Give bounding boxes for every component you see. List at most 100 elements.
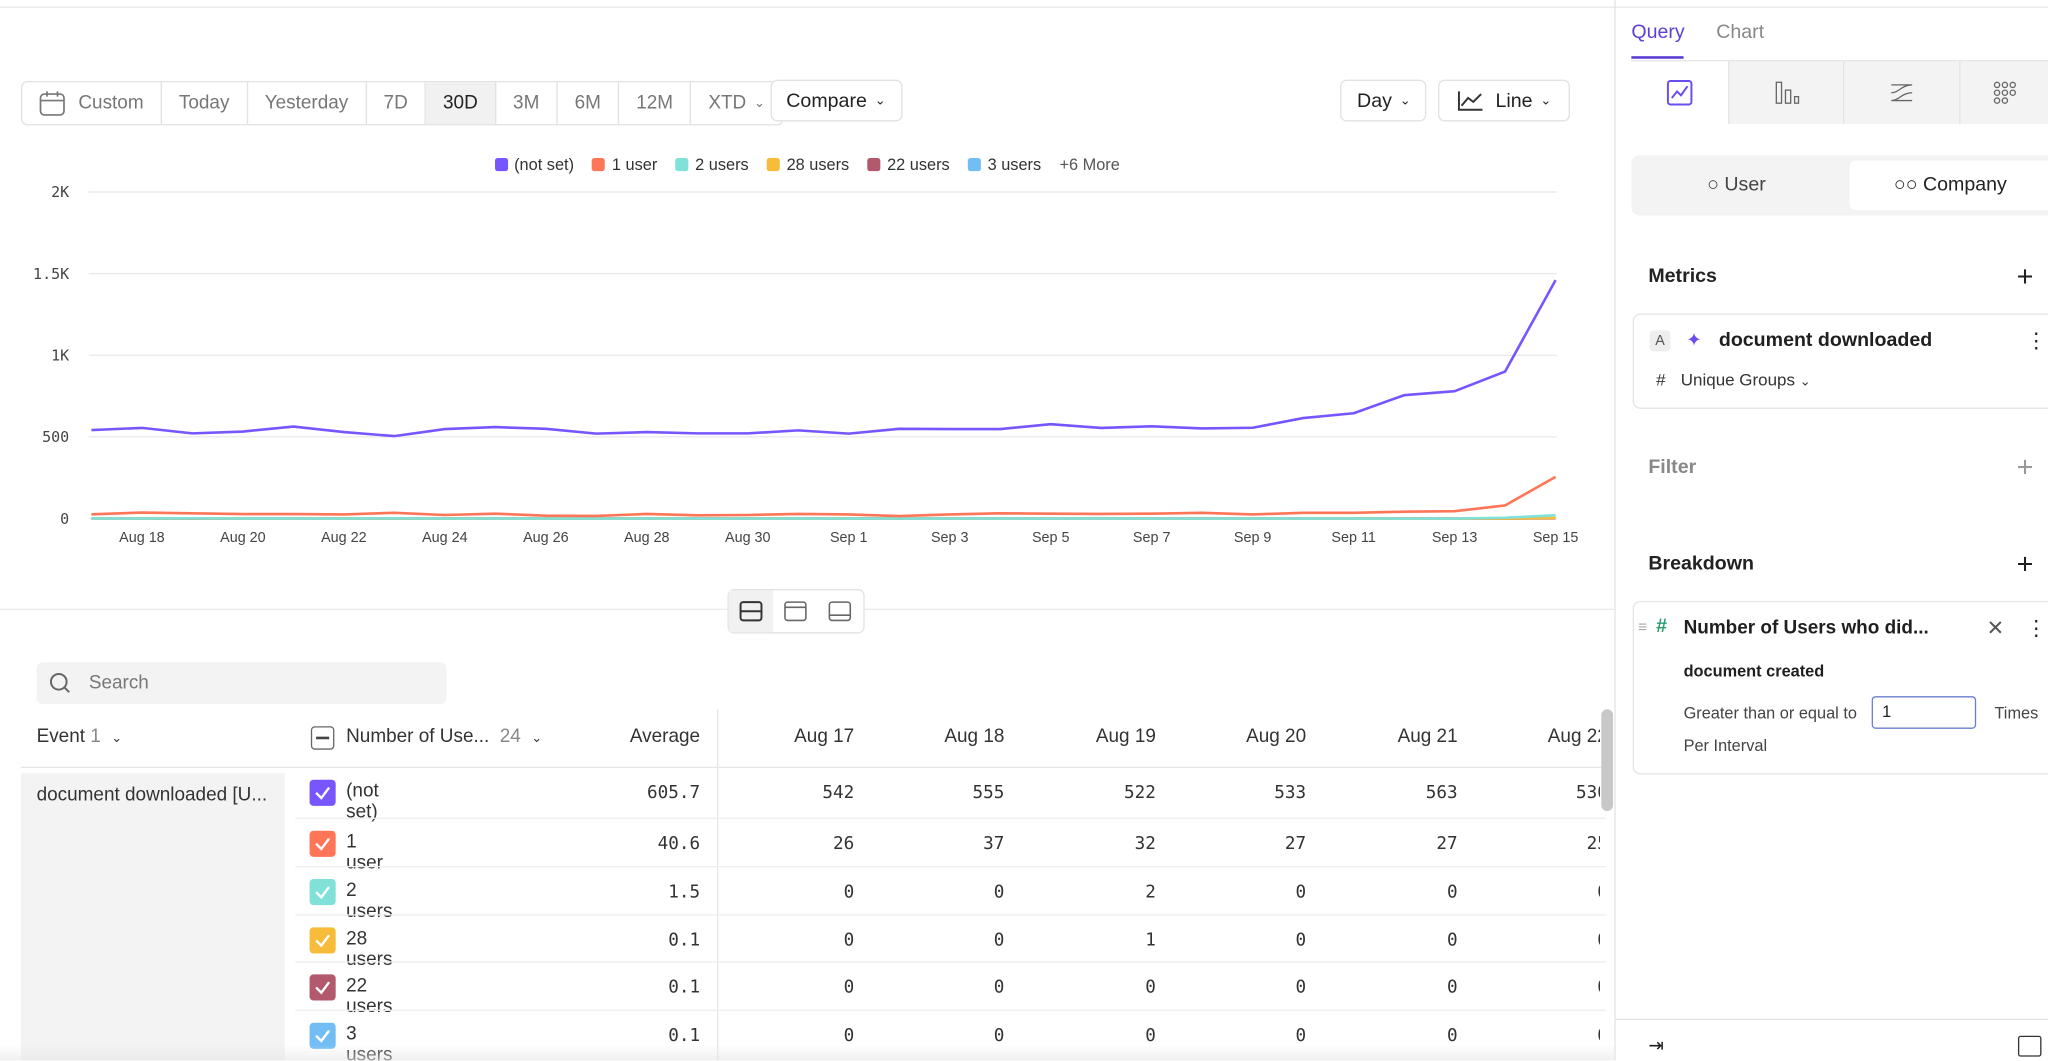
series-line [91, 280, 1555, 436]
panel-button[interactable] [2018, 1036, 2042, 1057]
value-cell: 0 [724, 977, 855, 998]
value-cell: 0 [1477, 977, 1600, 998]
select-all-checkbox[interactable] [311, 726, 335, 750]
event-name: document downloaded [U... [37, 785, 269, 806]
breakdown-menu[interactable]: ⋮ [2026, 615, 2047, 641]
kind-funnels[interactable] [1728, 61, 1843, 124]
value-cell: 0 [1327, 977, 1458, 998]
date-header: Aug 20 [1176, 726, 1307, 747]
metric-icon: ✦ [1686, 329, 1701, 351]
value-cell: 0 [1176, 882, 1307, 903]
row-line [295, 818, 1606, 819]
layout-top[interactable] [773, 590, 817, 632]
average-header: Average [569, 726, 700, 747]
numeric-icon: # [1656, 615, 1667, 637]
average-cell: 0.1 [569, 930, 700, 951]
breakdown-event: document created [1684, 662, 1825, 680]
layout-toggle [728, 589, 865, 633]
series-line [91, 515, 1555, 518]
date-header: Aug 19 [1025, 726, 1156, 747]
x-tick-label: Aug 20 [220, 530, 266, 546]
x-tick-label: Sep 11 [1331, 530, 1375, 546]
breakdown-card[interactable]: ≡ # Number of Users who did... ✕ ⋮ docum… [1633, 601, 2048, 775]
value-cell: 0 [1327, 930, 1458, 951]
value-cell: 32 [1025, 833, 1156, 854]
x-tick-label: Aug 28 [624, 530, 670, 546]
search-box[interactable]: Search [37, 662, 447, 704]
kind-insights[interactable] [1631, 61, 1728, 124]
x-tick-label: Sep 3 [931, 530, 969, 546]
bottom-fade [0, 1045, 1614, 1061]
row-label: 1 user [346, 832, 383, 874]
kind-flows[interactable] [1844, 61, 1959, 124]
kind-more[interactable] [1959, 61, 2048, 124]
breakdown-name: Number of Users who did... [1684, 618, 1929, 639]
filter-title: Filter [1648, 456, 1696, 478]
add-filter[interactable]: + [2017, 451, 2034, 485]
row-label: 28 users [346, 929, 392, 971]
date-header: Aug 22 [1477, 726, 1600, 747]
breakdown-header[interactable]: Number of Use... 24⌄ [346, 726, 542, 747]
layout-bottom[interactable] [818, 590, 862, 632]
value-cell: 0 [724, 930, 855, 951]
value-cell: 0 [1176, 1025, 1307, 1046]
add-metric[interactable]: + [2017, 260, 2034, 294]
search-icon [37, 670, 89, 696]
value-cell: 542 [724, 782, 855, 803]
value-cell: 0 [874, 882, 1005, 903]
breakdown-per: Per Interval [1684, 737, 1767, 755]
add-breakdown[interactable]: + [2017, 547, 2034, 581]
value-cell: 522 [1025, 782, 1156, 803]
value-cell: 530 [1477, 782, 1600, 803]
company-view-label: Company [1923, 174, 2007, 196]
value-cell: 0 [1025, 977, 1156, 998]
value-cell: 26 [724, 833, 855, 854]
value-cell: 0 [874, 930, 1005, 951]
x-tick-label: Aug 26 [523, 530, 569, 546]
row-line [295, 1010, 1606, 1011]
aggregation-label: Unique Groups [1681, 370, 1795, 390]
drag-handle[interactable]: ≡ [1638, 618, 1647, 636]
scrollbar[interactable] [1601, 709, 1613, 811]
aggregation[interactable]: # Unique Groups ⌄ [1656, 370, 1811, 390]
breakdown-header-label: Number of Use... [346, 726, 489, 747]
value-cell: 0 [1477, 930, 1600, 951]
query-tab[interactable]: Query [1631, 21, 1684, 43]
date-header: Aug 18 [874, 726, 1005, 747]
company-view[interactable]: ○○ Company [1849, 161, 2048, 211]
user-view[interactable]: ○ User [1707, 174, 1766, 196]
row-label: (not set) [346, 781, 379, 823]
remove-breakdown[interactable]: ✕ [1987, 615, 2005, 641]
metric-card[interactable]: A ✦ document downloaded ⋮ # Unique Group… [1633, 313, 2048, 408]
x-tick-label: Aug 24 [422, 530, 468, 546]
y-tick-label: 1K [51, 346, 69, 364]
value-cell: 0 [1025, 1025, 1156, 1046]
breakdown-unit: Times [1994, 704, 2038, 722]
breakdown-title: Breakdown [1648, 552, 1754, 574]
row-checkbox[interactable] [310, 831, 336, 857]
x-tick-label: Sep 1 [830, 530, 868, 546]
layout-split[interactable] [729, 590, 773, 632]
row-checkbox[interactable] [310, 879, 336, 905]
x-tick-label: Aug 30 [725, 530, 771, 546]
value-cell: 0 [1327, 1025, 1458, 1046]
collapse-button[interactable]: ⇥ [1648, 1034, 1663, 1056]
row-checkbox[interactable] [310, 927, 336, 953]
metric-menu[interactable]: ⋮ [2026, 328, 2047, 354]
view-toggle: ○ User ○○ Company [1631, 155, 2048, 215]
row-checkbox[interactable] [310, 780, 336, 806]
value-cell: 2 [1025, 882, 1156, 903]
x-tick-label: Sep 5 [1032, 530, 1070, 546]
average-cell: 40.6 [569, 833, 700, 854]
threshold-input[interactable]: 1 [1872, 696, 1976, 729]
value-cell: 37 [874, 833, 1005, 854]
value-cell: 0 [1477, 882, 1600, 903]
date-header: Aug 21 [1327, 726, 1458, 747]
row-label: 2 users [346, 880, 392, 922]
chart-tab[interactable]: Chart [1716, 21, 1764, 43]
row-checkbox[interactable] [310, 974, 336, 1000]
event-header[interactable]: Event 1⌄ [37, 726, 123, 747]
event-cell: document downloaded [U... [21, 773, 285, 1060]
